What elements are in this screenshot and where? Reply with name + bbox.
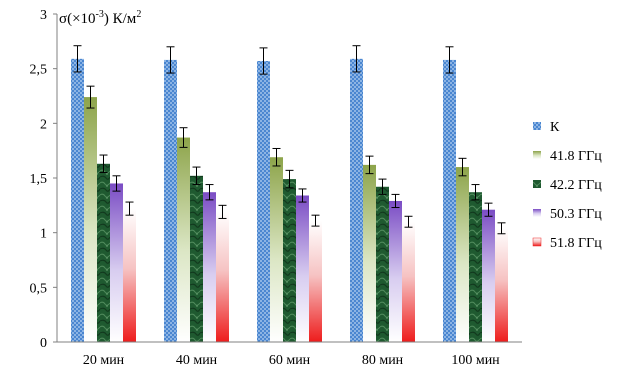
bar [190, 175, 203, 342]
bar [110, 183, 123, 342]
bar [177, 137, 190, 342]
bar [443, 59, 456, 343]
bar [350, 58, 363, 343]
bar [389, 200, 402, 342]
bar [363, 164, 376, 342]
bar [376, 186, 389, 342]
y-tick-label: 2,5 [30, 63, 48, 78]
y-tick-label: 3 [40, 8, 47, 23]
bar [84, 97, 97, 343]
legend-swatch [533, 151, 541, 159]
legend-label: 42.2 ГГц [550, 178, 602, 193]
bar [309, 220, 322, 342]
legend-swatch [533, 122, 541, 130]
y-tick-label: 2 [40, 117, 47, 132]
y-tick-label: 1 [40, 227, 47, 242]
legend-swatch [533, 180, 541, 188]
x-category-label: 80 мин [362, 353, 404, 368]
bar [216, 211, 229, 342]
bar [469, 192, 482, 342]
x-category-label: 100 мин [451, 353, 500, 368]
x-category-label: 20 мин [83, 353, 125, 368]
bar [270, 157, 283, 342]
x-category-label: 40 мин [176, 353, 218, 368]
legend-label: 41.8 ГГц [550, 149, 602, 164]
bar [495, 228, 508, 342]
bar [164, 59, 177, 343]
y-axis-title: σ(×10-3) К/м2 [59, 9, 141, 27]
x-axis-categories: 20 мин 40 мин 60 мин 80 мин 100 мин [83, 353, 500, 368]
legend-swatch [532, 237, 542, 247]
y-tick-label: 0,5 [30, 281, 48, 296]
bar [257, 61, 270, 342]
legend-swatch [533, 209, 541, 217]
y-axis-ticks: 0 0,5 1 1,5 2 2,5 3 [30, 8, 57, 351]
bar [203, 192, 216, 342]
bar [482, 209, 495, 342]
bar [283, 179, 296, 342]
legend-label: 51.8 ГГц [550, 236, 602, 251]
bar [296, 195, 309, 342]
bar [402, 221, 415, 342]
error-bars [73, 45, 506, 235]
bars [71, 58, 508, 343]
legend-label: 50.3 ГГц [550, 207, 602, 222]
legend-label: К [550, 120, 560, 135]
y-tick-label: 0 [40, 336, 47, 351]
legend: К 41.8 ГГц 42.2 ГГц 50.3 ГГц 51.8 ГГц [532, 120, 602, 251]
bar [71, 58, 84, 343]
bar [123, 208, 136, 342]
bar [456, 167, 469, 342]
bar [97, 163, 110, 342]
y-tick-label: 1,5 [30, 172, 48, 187]
x-category-label: 60 мин [269, 353, 311, 368]
